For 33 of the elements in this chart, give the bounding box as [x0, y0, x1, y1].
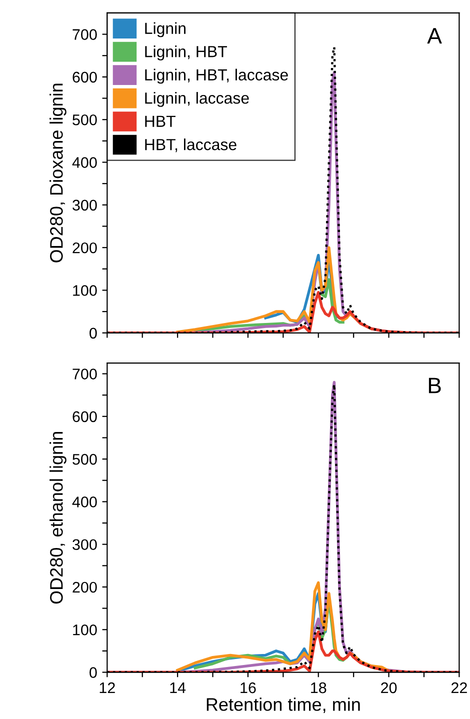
legend-label: Lignin, HBT, laccase — [145, 68, 288, 84]
x-tick-label: 16 — [240, 682, 256, 694]
x-tick-label: 12 — [100, 682, 115, 694]
y-tick-label: 700 — [72, 368, 97, 380]
y-tick-label: 300 — [72, 539, 97, 550]
legend-label: HBT, laccase — [145, 138, 236, 152]
legend-label: HBT — [145, 116, 176, 127]
y-tick-label: 500 — [72, 114, 97, 126]
y-tick-label: 600 — [72, 411, 97, 422]
y-tick-label: 200 — [72, 242, 97, 254]
y-tick-label: 500 — [72, 454, 97, 465]
x-tick-label: 22 — [451, 682, 467, 694]
y-tick-label: 600 — [72, 72, 97, 83]
legend-label: Lignin — [145, 22, 186, 38]
x-tick-label: 14 — [170, 682, 186, 694]
y-tick-label: 0 — [90, 667, 97, 678]
legend-label: Lignin, laccase — [145, 92, 249, 107]
annotation: A — [427, 28, 442, 44]
y-tick-label: 400 — [72, 496, 97, 508]
y-axis-title: OD280, ethanol lignin — [50, 432, 66, 604]
y-tick-label: 0 — [90, 328, 97, 339]
x-axis-title: Retention time, min — [206, 698, 360, 714]
annotation: B — [428, 378, 441, 394]
y-axis-title: OD280, Dioxane lignin — [50, 84, 66, 262]
y-tick-label: 400 — [72, 157, 97, 168]
legend-label: Lignin, HBT — [145, 46, 227, 60]
y-tick-label: 100 — [73, 285, 97, 296]
x-tick-label: 20 — [381, 682, 397, 694]
y-tick-label: 300 — [72, 200, 97, 211]
y-tick-label: 700 — [72, 29, 97, 40]
x-tick-label: 18 — [311, 682, 326, 694]
y-tick-label: 100 — [73, 624, 97, 636]
y-tick-label: 200 — [72, 582, 97, 593]
